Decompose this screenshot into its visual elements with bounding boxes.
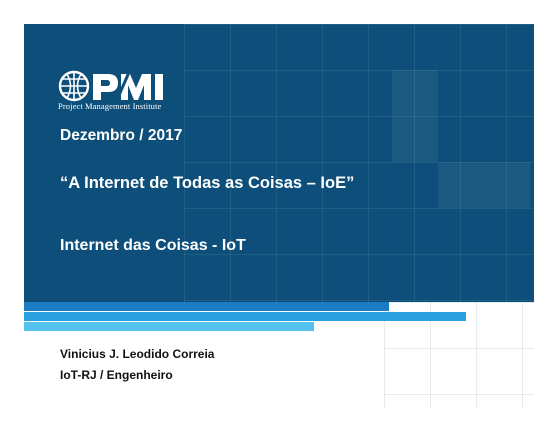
globe-icon <box>58 70 90 102</box>
grid-block <box>438 162 530 208</box>
title-banner <box>24 24 534 302</box>
pmi-letter-m <box>121 74 151 100</box>
logo-subtitle: Project Management Institute <box>58 101 162 111</box>
grid-block <box>392 70 438 162</box>
pmi-letter-i <box>155 74 163 100</box>
slide: Project Management Institute Dezembro / … <box>24 24 534 408</box>
presentation-subtitle: Internet das Coisas - IoT <box>60 237 246 254</box>
accent-stripe-light <box>24 322 314 331</box>
pmi-logo <box>58 70 163 103</box>
accent-stripe-mid <box>24 312 466 321</box>
pmi-letter-p <box>93 74 118 100</box>
presentation-title: “A Internet de Todas as Coisas – IoE” <box>60 174 355 192</box>
accent-stripe-dark <box>24 302 389 311</box>
author-role: IoT-RJ / Engenheiro <box>60 368 173 382</box>
date-heading: Dezembro / 2017 <box>60 127 183 144</box>
author-name: Vinicius J. Leodido Correia <box>60 347 215 361</box>
